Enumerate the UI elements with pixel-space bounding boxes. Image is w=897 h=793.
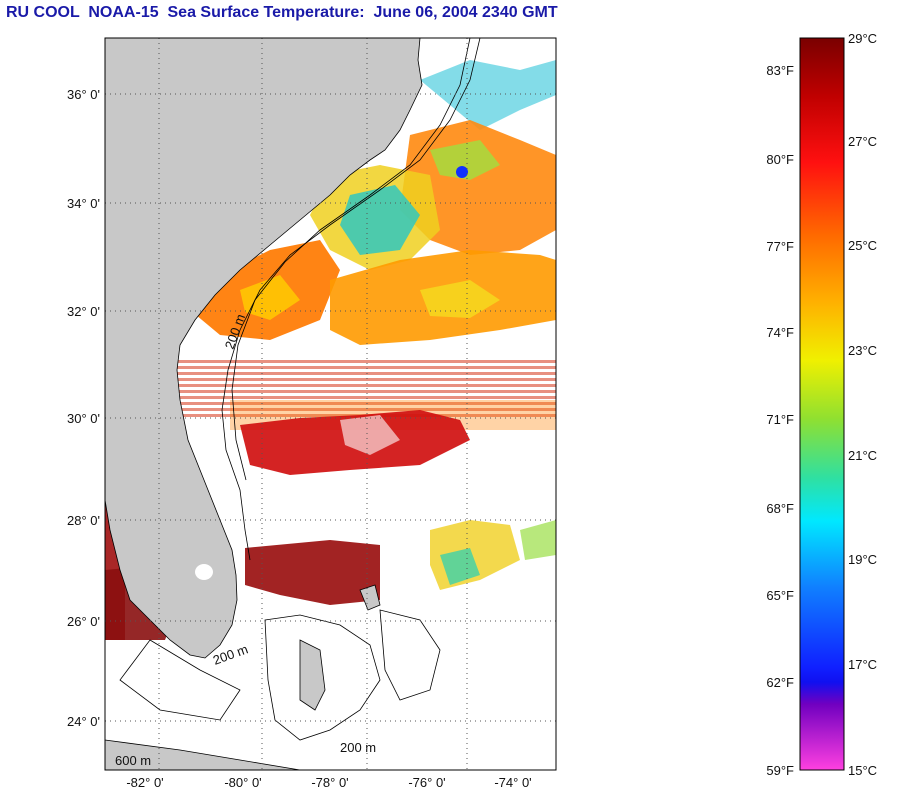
sst-swath-central <box>240 410 470 475</box>
fahrenheit-tick-label: 83°F <box>766 63 794 78</box>
lake-okeechobee <box>195 564 213 580</box>
fahrenheit-tick-label: 80°F <box>766 152 794 167</box>
celsius-tick-label: 15°C <box>848 763 877 778</box>
map-frame <box>104 37 557 771</box>
contour-label: 600 m <box>115 753 151 768</box>
land-us-southeast <box>105 38 423 659</box>
celsius-tick-label: 19°C <box>848 552 877 567</box>
lat-tick-label: 36° 0' <box>67 87 100 102</box>
land-bahamas-andros <box>299 639 326 711</box>
map-title: RU COOL NOAA-15 Sea Surface Temperature:… <box>6 4 558 21</box>
lat-tick-label: 30° 0' <box>67 411 100 426</box>
colorbar-gradient <box>799 37 845 771</box>
cold-eddy-spot <box>456 166 468 178</box>
lat-tick-label: 34° 0' <box>67 196 100 211</box>
fahrenheit-tick-label: 59°F <box>766 763 794 778</box>
lat-tick-label: 24° 0' <box>67 714 100 729</box>
fahrenheit-tick-label: 68°F <box>766 501 794 516</box>
graticule <box>105 38 556 770</box>
fahrenheit-tick-label: 71°F <box>766 412 794 427</box>
lat-tick-label: 26° 0' <box>67 614 100 629</box>
lat-tick-label: 32° 0' <box>67 304 100 319</box>
lon-tick-label: -82° 0' <box>126 775 163 790</box>
fahrenheit-tick-label: 65°F <box>766 588 794 603</box>
lon-tick-label: -78° 0' <box>311 775 348 790</box>
celsius-tick-label: 23°C <box>848 343 877 358</box>
celsius-tick-label: 29°C <box>848 31 877 46</box>
lon-tick-label: -74° 0' <box>494 775 531 790</box>
fahrenheit-tick-label: 74°F <box>766 325 794 340</box>
colorbar: 29°C 27°C 25°C 23°C 21°C 19°C 17°C 15°C … <box>766 31 877 778</box>
fahrenheit-tick-label: 77°F <box>766 239 794 254</box>
contour-label: 200 m <box>340 740 376 755</box>
celsius-tick-label: 21°C <box>848 448 877 463</box>
celsius-tick-label: 27°C <box>848 134 877 149</box>
map-plot-area <box>105 38 556 770</box>
colorbar-fahrenheit-labels: 83°F 80°F 77°F 74°F 71°F 68°F 65°F 62°F … <box>766 63 794 778</box>
lon-tick-label: -80° 0' <box>224 775 261 790</box>
lat-tick-label: 28° 0' <box>67 513 100 528</box>
lon-tick-label: -76° 0' <box>408 775 445 790</box>
latitude-axis: 36° 0' 34° 0' 32° 0' 30° 0' 28° 0' 26° 0… <box>67 87 100 729</box>
longitude-axis: -82° 0' -80° 0' -78° 0' -76° 0' -74° 0' <box>126 775 531 790</box>
land-bahamas-abaco <box>359 584 381 611</box>
land-cuba <box>105 739 301 770</box>
celsius-tick-label: 25°C <box>848 238 877 253</box>
fahrenheit-tick-label: 62°F <box>766 675 794 690</box>
celsius-tick-label: 17°C <box>848 657 877 672</box>
bathymetry-contours <box>119 38 481 741</box>
colorbar-celsius-labels: 29°C 27°C 25°C 23°C 21°C 19°C 17°C 15°C <box>848 31 877 778</box>
